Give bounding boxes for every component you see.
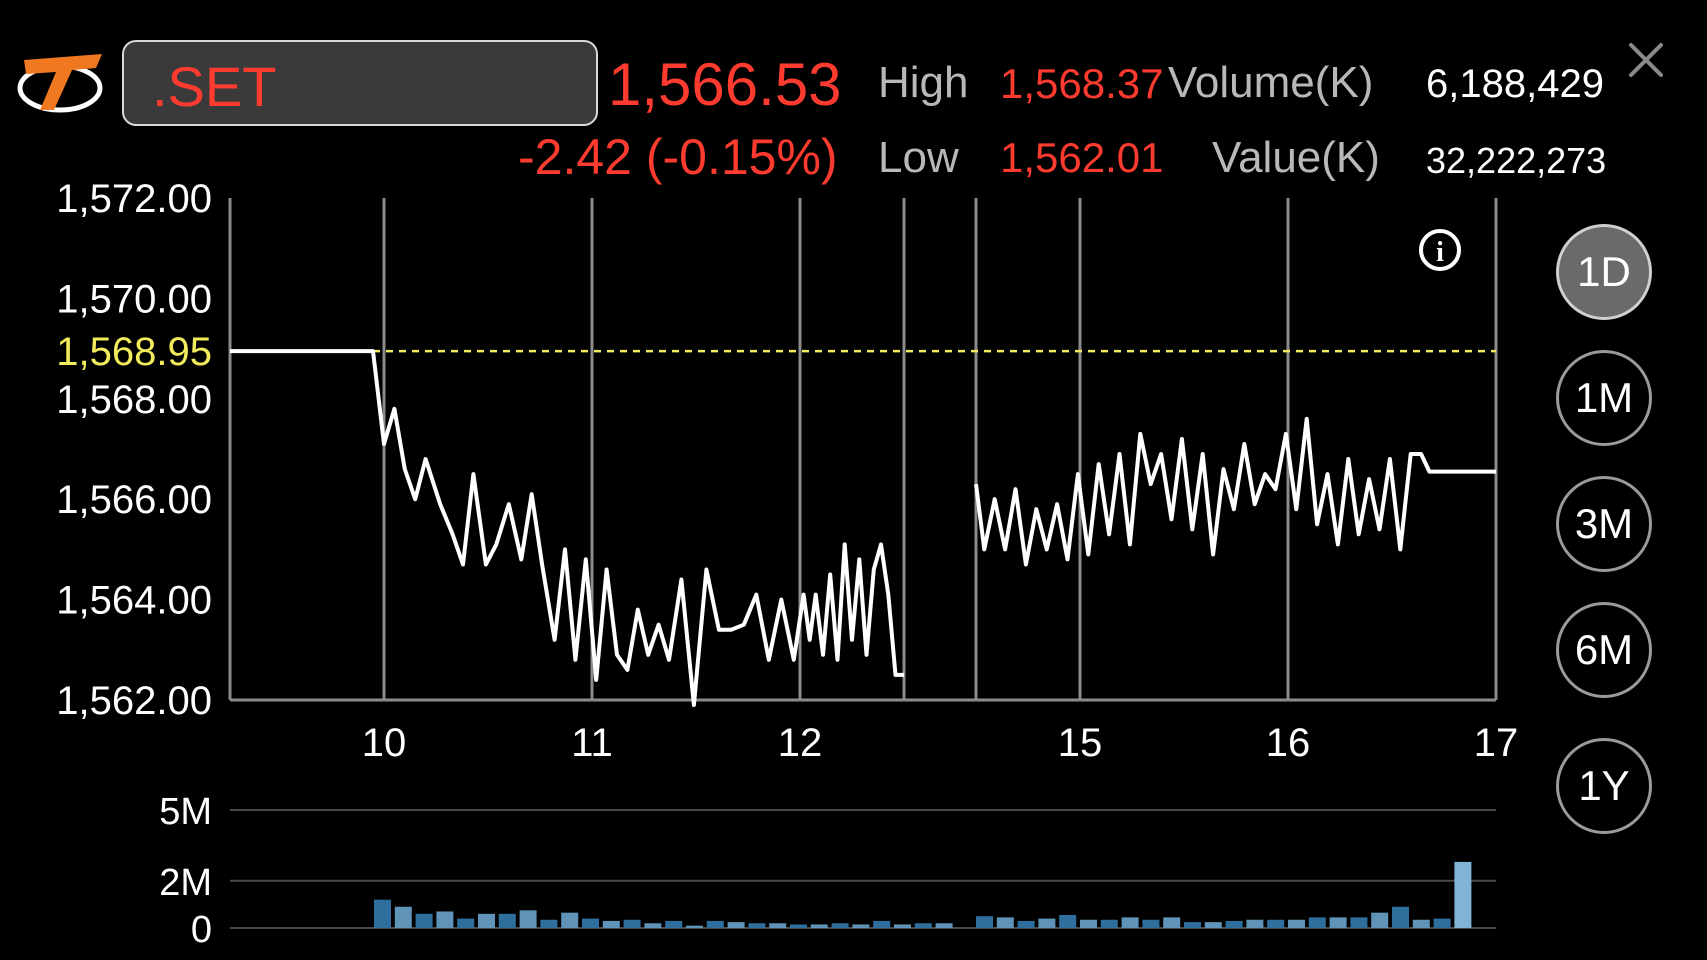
volume-bar [1017, 920, 1035, 928]
volume-bar [1329, 917, 1347, 928]
volume-bar [996, 917, 1014, 928]
x-tick-label: 11 [571, 721, 613, 765]
volume-bar [873, 920, 891, 928]
volume-bar [457, 918, 475, 928]
close-icon[interactable] [1628, 42, 1664, 78]
volume-bar [644, 923, 662, 928]
volume-bar [914, 923, 932, 928]
volume-bar [1246, 919, 1264, 928]
volume-bar [894, 924, 911, 928]
x-tick-label: 16 [1266, 721, 1311, 765]
volume-bar [1412, 919, 1430, 928]
volume-bar [540, 919, 558, 928]
volume-bar [976, 916, 993, 928]
volume-bar [1454, 861, 1472, 928]
period-button-3m[interactable]: 3M [1556, 476, 1652, 572]
period-button-1d[interactable]: 1D [1556, 224, 1652, 320]
volume-bar [1392, 906, 1409, 928]
volume-bar [1080, 919, 1097, 928]
price-series-line [230, 349, 904, 707]
volume-bar [374, 899, 391, 928]
x-tick-label: 17 [1474, 721, 1519, 765]
prev-close-label: 1,568.95 [56, 330, 212, 374]
volume-bar [1288, 919, 1305, 928]
volume-bar [706, 920, 724, 928]
value-label: Value(K) [1212, 133, 1380, 182]
x-tick-label: 15 [1058, 721, 1103, 765]
volume-value: 6,188,429 [1426, 62, 1604, 106]
volume-bar [1204, 922, 1222, 928]
volume-bar [623, 919, 641, 928]
volume-bar [1038, 918, 1056, 928]
low-value: 1,562.01 [1000, 134, 1164, 181]
x-tick-label: 12 [778, 721, 823, 765]
symbol-input[interactable]: .SET [122, 40, 598, 126]
y-tick-label: 1,562.00 [56, 679, 212, 723]
high-value: 1,568.37 [1000, 60, 1164, 107]
period-button-6m[interactable]: 6M [1556, 602, 1652, 698]
volume-bar [519, 910, 537, 928]
y-tick-label: 1,570.00 [56, 277, 212, 321]
volume-bar [769, 923, 787, 928]
volume-tick-label: 0 [191, 909, 212, 951]
info-icon[interactable]: i [1419, 229, 1461, 271]
volume-bar [415, 913, 433, 928]
volume-bar [1100, 919, 1118, 928]
y-tick-label: 1,566.00 [56, 478, 212, 522]
volume-bar [1121, 917, 1139, 928]
volume-tick-label: 5M [159, 791, 212, 833]
volume-bar [1142, 919, 1160, 928]
volume-bar [935, 923, 953, 928]
volume-bar [478, 913, 495, 928]
last-price: 1,566.53 [608, 51, 842, 118]
price-series-line [974, 416, 1496, 567]
volume-bar [1433, 918, 1451, 928]
volume-bar [810, 924, 828, 928]
symbol-text: .SET [152, 55, 277, 118]
volume-bar [436, 911, 454, 928]
volume-bar [582, 918, 599, 928]
volume-bar [1371, 912, 1389, 928]
volume-tick-label: 2M [159, 862, 212, 904]
volume-bar [790, 924, 807, 928]
volume-bar [852, 924, 870, 928]
volume-bar [831, 923, 849, 928]
svg-text:i: i [1436, 237, 1444, 268]
value-value: 32,222,273 [1426, 140, 1607, 181]
volume-bar [1225, 920, 1243, 928]
y-tick-label: 1,568.00 [56, 378, 212, 422]
y-tick-label: 1,572.00 [56, 177, 212, 221]
volume-bar [686, 925, 703, 928]
volume-bar [561, 912, 579, 928]
period-button-1y[interactable]: 1Y [1556, 738, 1652, 834]
price-change: -2.42 (-0.15%) [518, 129, 838, 185]
volume-bar [602, 920, 620, 928]
volume-bar [748, 923, 766, 928]
volume-bar [727, 922, 745, 928]
app-logo [17, 54, 103, 113]
volume-bar [1267, 919, 1285, 928]
volume-bar [1350, 917, 1368, 928]
volume-bar [394, 906, 412, 928]
volume-bar [498, 913, 516, 928]
volume-bar [1184, 922, 1201, 928]
volume-label: Volume(K) [1168, 58, 1374, 107]
x-tick-label: 10 [362, 721, 407, 765]
high-label: High [878, 58, 969, 107]
low-label: Low [878, 133, 959, 182]
y-tick-label: 1,564.00 [56, 579, 212, 623]
period-button-1m[interactable]: 1M [1556, 350, 1652, 446]
volume-bar [665, 920, 683, 928]
volume-bar [1059, 915, 1077, 928]
volume-bar [1163, 917, 1181, 928]
volume-bar [1308, 917, 1326, 928]
